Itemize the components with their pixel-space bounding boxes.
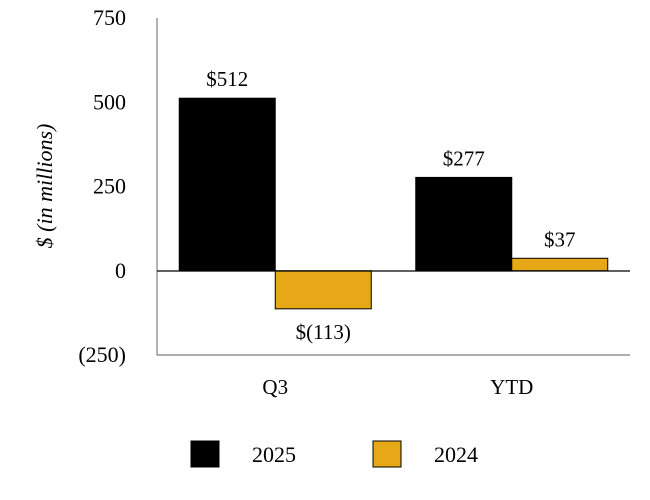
data-label-ytd-2024: $37	[544, 227, 576, 251]
data-label-q3-2025: $512	[206, 67, 248, 91]
data-label-ytd-2025: $277	[443, 146, 485, 170]
data-labels: $512 $(113) $277 $37	[206, 67, 575, 344]
y-tick-label: 750	[93, 5, 126, 30]
x-tick-label: YTD	[490, 375, 533, 399]
bar-ytd-2024	[511, 257, 609, 272]
y-tick-label: 250	[93, 174, 126, 199]
legend: 2025 2024	[190, 440, 478, 468]
y-axis-ticks: 750 500 250 0 (250)	[78, 5, 126, 367]
bar-q3-2025	[178, 97, 276, 272]
legend-label-2024: 2024	[434, 442, 478, 467]
bars	[178, 97, 609, 310]
y-tick-label: (250)	[78, 342, 126, 367]
bar-q3-2024	[274, 270, 372, 310]
legend-label-2025: 2025	[252, 442, 296, 467]
bar-ytd-2025	[415, 176, 513, 272]
data-label-q3-2024: $(113)	[296, 320, 351, 344]
y-tick-label: 500	[93, 89, 126, 114]
x-axis-ticks: Q3 YTD	[262, 375, 533, 399]
y-axis-title: $ (in millions)	[32, 124, 57, 249]
legend-swatch-2024	[372, 440, 402, 468]
y-tick-label: 0	[115, 258, 126, 283]
legend-swatch-2025	[190, 440, 220, 468]
x-tick-label: Q3	[262, 375, 288, 399]
